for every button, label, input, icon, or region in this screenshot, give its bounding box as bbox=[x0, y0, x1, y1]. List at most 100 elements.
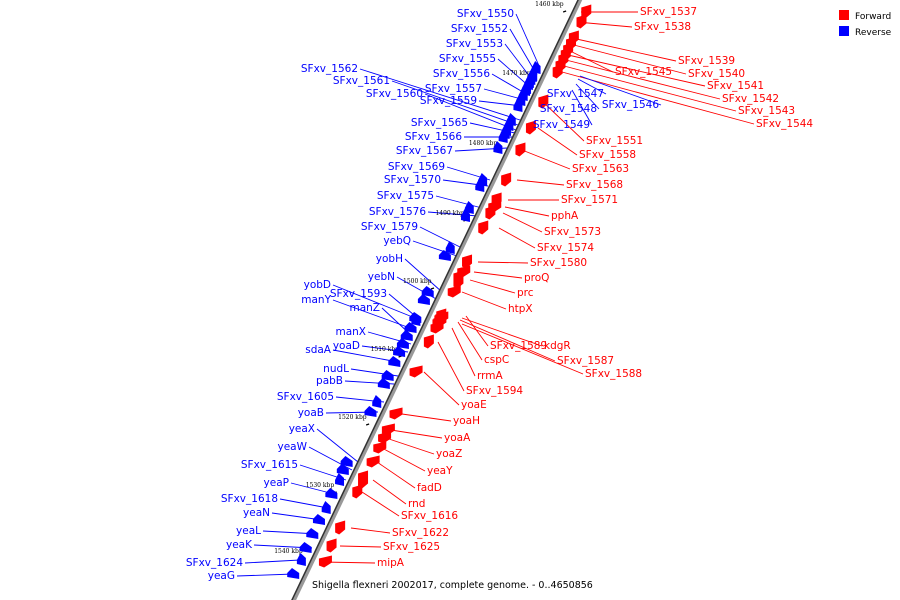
gene-feature-manY[interactable] bbox=[404, 322, 417, 333]
gene-label-SFxv_1559[interactable]: SFxv_1559 bbox=[420, 95, 477, 107]
gene-label-manY[interactable]: manY bbox=[301, 294, 331, 306]
gene-feature-SFxv_1549[interactable] bbox=[521, 83, 531, 96]
gene-feature-rnd[interactable] bbox=[358, 470, 369, 489]
gene-label-SFxv_1588[interactable]: SFxv_1588 bbox=[585, 368, 642, 380]
gene-label-SFxv_1565[interactable]: SFxv_1565 bbox=[411, 117, 468, 129]
gene-label-yoaD[interactable]: yoaD bbox=[333, 340, 360, 352]
gene-label-SFxv_1545[interactable]: SFxv_1545 bbox=[615, 66, 672, 78]
gene-label-yeaY[interactable]: yeaY bbox=[427, 465, 453, 477]
gene-label-yeaX[interactable]: yeaX bbox=[289, 423, 315, 435]
gene-label-SFxv_1558[interactable]: SFxv_1558 bbox=[579, 149, 636, 161]
gene-feature-htpX[interactable] bbox=[447, 285, 461, 298]
gene-label-SFxv_1571[interactable]: SFxv_1571 bbox=[561, 194, 618, 206]
gene-feature-SFxv_1538[interactable] bbox=[576, 14, 587, 29]
gene-feature-manZ[interactable] bbox=[400, 330, 413, 341]
gene-label-SFxv_1540[interactable]: SFxv_1540 bbox=[688, 68, 745, 80]
gene-label-SFxv_1551[interactable]: SFxv_1551 bbox=[586, 135, 643, 147]
gene-label-yoaA[interactable]: yoaA bbox=[444, 432, 471, 444]
gene-feature-yebN[interactable] bbox=[417, 294, 430, 305]
gene-label-SFxv_1570[interactable]: SFxv_1570 bbox=[384, 174, 441, 186]
gene-feature-SFxv_1616[interactable] bbox=[352, 484, 363, 499]
gene-label-SFxv_1616[interactable]: SFxv_1616 bbox=[401, 510, 458, 522]
gene-feature-nudL[interactable] bbox=[381, 370, 394, 381]
gene-feature-yeaX[interactable] bbox=[340, 456, 353, 467]
gene-label-SFxv_1547[interactable]: SFxv_1547 bbox=[547, 88, 604, 100]
gene-feature-SFxv_1625[interactable] bbox=[326, 538, 337, 553]
gene-label-SFxv_1543[interactable]: SFxv_1543 bbox=[738, 105, 795, 117]
gene-label-SFxv_1624[interactable]: SFxv_1624 bbox=[186, 557, 243, 569]
gene-feature-SFxv_1551[interactable] bbox=[538, 94, 549, 109]
gene-label-yeaW[interactable]: yeaW bbox=[278, 441, 308, 453]
gene-feature-yeaN[interactable] bbox=[312, 514, 325, 525]
gene-label-SFxv_1568[interactable]: SFxv_1568 bbox=[566, 179, 623, 191]
gene-label-yoaE[interactable]: yoaE bbox=[461, 399, 487, 411]
gene-feature-SFxv_1593[interactable] bbox=[411, 313, 421, 326]
gene-feature-SFxv_1605[interactable] bbox=[372, 395, 382, 408]
gene-label-SFxv_1579[interactable]: SFxv_1579 bbox=[361, 221, 418, 233]
gene-label-SFxv_1562[interactable]: SFxv_1562 bbox=[301, 63, 358, 75]
gene-label-pabB[interactable]: pabB bbox=[316, 375, 343, 387]
gene-feature-SFxv_1594[interactable] bbox=[423, 334, 434, 349]
gene-feature-SFxv_1579[interactable] bbox=[445, 241, 455, 254]
gene-label-SFxv_1566[interactable]: SFxv_1566 bbox=[405, 131, 462, 143]
gene-label-sdaA[interactable]: sdaA bbox=[305, 344, 332, 356]
gene-feature-pabB[interactable] bbox=[377, 378, 390, 389]
gene-feature-rrmA[interactable] bbox=[430, 321, 444, 334]
gene-feature-yoaA[interactable] bbox=[381, 423, 395, 436]
gene-feature-manX[interactable] bbox=[396, 338, 409, 349]
gene-label-rrmA[interactable]: rrmA bbox=[477, 370, 503, 382]
gene-label-yobD[interactable]: yobD bbox=[304, 279, 331, 291]
gene-label-SFxv_1539[interactable]: SFxv_1539 bbox=[678, 55, 735, 67]
gene-feature-yebQ[interactable] bbox=[438, 250, 451, 261]
gene-label-SFxv_1553[interactable]: SFxv_1553 bbox=[446, 38, 503, 50]
gene-label-yoaB[interactable]: yoaB bbox=[298, 407, 324, 419]
gene-feature-yeaW[interactable] bbox=[336, 464, 349, 475]
gene-feature-sdaA[interactable] bbox=[388, 356, 401, 367]
gene-label-SFxv_1593[interactable]: SFxv_1593 bbox=[330, 288, 387, 300]
gene-feature-SFxv_1566[interactable] bbox=[498, 130, 508, 143]
gene-label-SFxv_1550[interactable]: SFxv_1550 bbox=[457, 8, 514, 20]
gene-feature-SFxv_1559[interactable] bbox=[513, 99, 523, 112]
gene-label-kdgR[interactable]: kdgR bbox=[544, 340, 571, 352]
gene-feature-SFxv_1537[interactable] bbox=[581, 4, 592, 19]
gene-label-SFxv_1548[interactable]: SFxv_1548 bbox=[540, 103, 597, 115]
gene-label-SFxv_1580[interactable]: SFxv_1580 bbox=[530, 257, 587, 269]
gene-feature-SFxv_1570[interactable] bbox=[475, 179, 485, 192]
gene-label-SFxv_1587[interactable]: SFxv_1587 bbox=[557, 355, 614, 367]
gene-label-SFxv_1563[interactable]: SFxv_1563 bbox=[572, 163, 629, 175]
gene-label-SFxv_1575[interactable]: SFxv_1575 bbox=[377, 190, 434, 202]
gene-label-yebN[interactable]: yebN bbox=[368, 271, 395, 283]
gene-label-SFxv_1618[interactable]: SFxv_1618 bbox=[221, 493, 278, 505]
gene-label-yobH[interactable]: yobH bbox=[376, 253, 403, 265]
gene-label-rnd[interactable]: rnd bbox=[408, 498, 425, 510]
gene-label-yeaN[interactable]: yeaN bbox=[243, 507, 270, 519]
gene-feature-SFxv_1575[interactable] bbox=[464, 201, 474, 214]
gene-label-manX[interactable]: manX bbox=[335, 326, 366, 338]
gene-label-SFxv_1573[interactable]: SFxv_1573 bbox=[544, 226, 601, 238]
gene-label-SFxv_1569[interactable]: SFxv_1569 bbox=[388, 161, 445, 173]
gene-feature-SFxv_1580[interactable] bbox=[462, 254, 473, 269]
gene-feature-yeaG[interactable] bbox=[287, 568, 300, 579]
gene-feature-SFxv_1567[interactable] bbox=[493, 141, 503, 154]
gene-label-cspC[interactable]: cspC bbox=[484, 354, 509, 366]
gene-label-SFxv_1552[interactable]: SFxv_1552 bbox=[451, 23, 508, 35]
gene-feature-SFxv_1622[interactable] bbox=[335, 520, 346, 535]
gene-features[interactable] bbox=[287, 4, 592, 580]
gene-feature-yeaY[interactable] bbox=[373, 441, 387, 454]
gene-feature-mipA[interactable] bbox=[318, 555, 332, 568]
gene-label-SFxv_1576[interactable]: SFxv_1576 bbox=[369, 206, 426, 218]
gene-feature-prc[interactable] bbox=[453, 270, 464, 289]
gene-feature-fadD[interactable] bbox=[366, 455, 380, 468]
gene-label-SFxv_1537[interactable]: SFxv_1537 bbox=[640, 6, 697, 18]
gene-label-SFxv_1538[interactable]: SFxv_1538 bbox=[634, 21, 691, 33]
gene-feature-yoaZ[interactable] bbox=[378, 431, 392, 444]
gene-label-yeaK[interactable]: yeaK bbox=[226, 539, 253, 551]
gene-label-SFxv_1561[interactable]: SFxv_1561 bbox=[333, 75, 390, 87]
gene-label-yeaP[interactable]: yeaP bbox=[264, 477, 289, 489]
gene-label-yeaG[interactable]: yeaG bbox=[208, 570, 235, 582]
gene-label-SFxv_1555[interactable]: SFxv_1555 bbox=[439, 53, 496, 65]
gene-feature-yoaH[interactable] bbox=[389, 407, 403, 420]
gene-label-yeaL[interactable]: yeaL bbox=[236, 525, 261, 537]
